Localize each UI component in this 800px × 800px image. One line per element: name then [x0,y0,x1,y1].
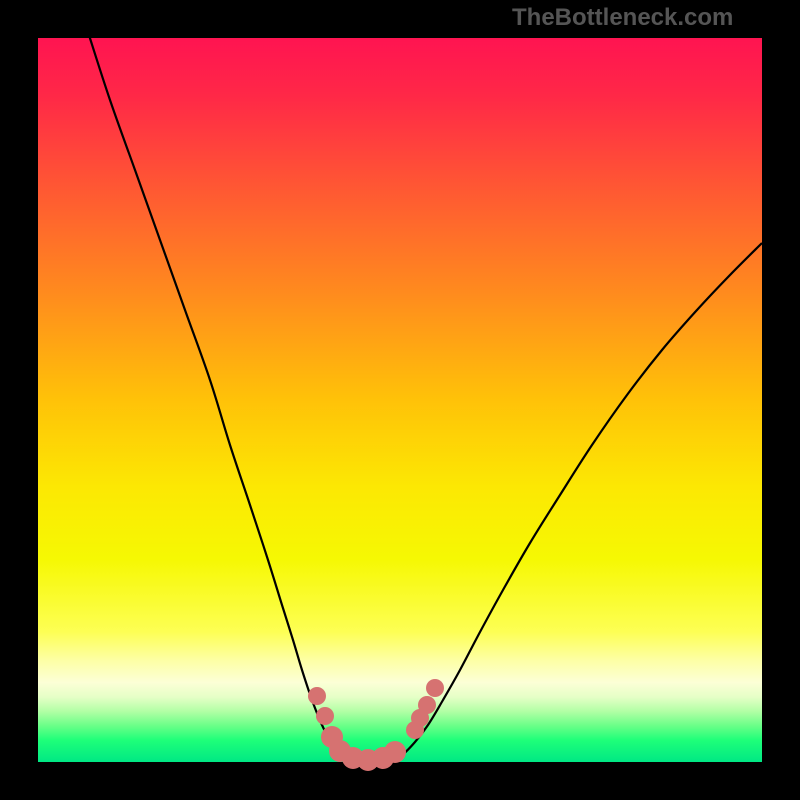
data-marker [316,707,334,725]
data-marker [384,741,406,763]
chart-svg [0,0,800,800]
chart-container: TheBottleneck.com [0,0,800,800]
plot-background [38,38,762,762]
watermark-text: TheBottleneck.com [512,4,733,32]
data-marker [418,696,436,714]
data-marker [426,679,444,697]
data-marker [308,687,326,705]
